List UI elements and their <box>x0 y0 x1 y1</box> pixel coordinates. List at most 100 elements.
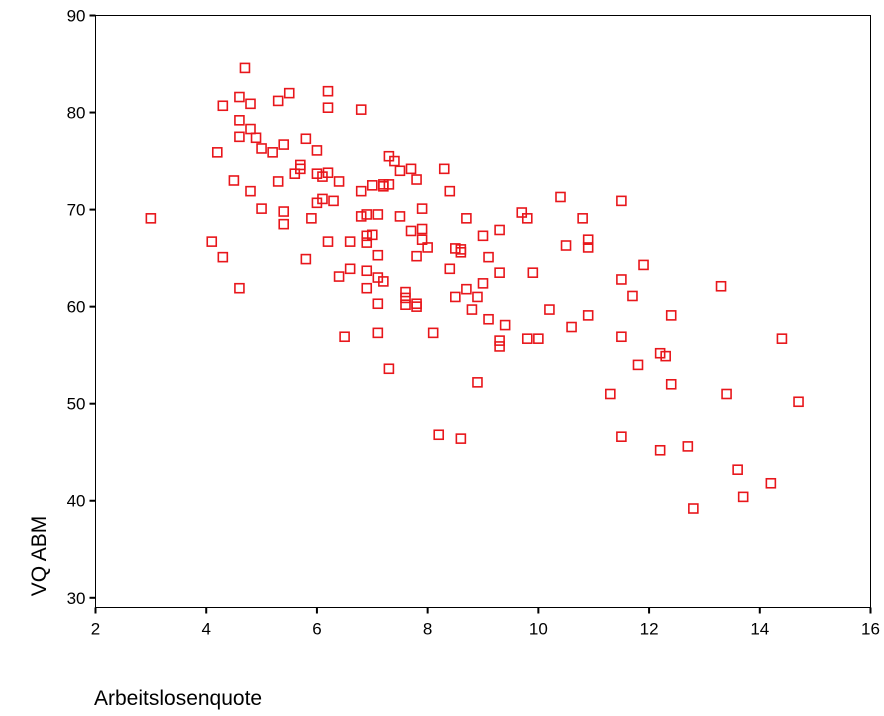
data-point <box>616 431 627 442</box>
y-tick-label: 90 <box>67 7 86 26</box>
data-point <box>355 104 367 115</box>
data-point <box>765 477 777 489</box>
data-point <box>732 464 743 475</box>
data-point <box>533 333 544 344</box>
data-point <box>333 176 345 187</box>
x-axis-ticks: 2 4 6 8 10 12 14 16 <box>91 607 880 639</box>
data-point <box>494 341 505 352</box>
data-point <box>228 175 240 186</box>
data-point <box>372 249 384 261</box>
data-point <box>272 95 284 107</box>
data-points <box>145 62 804 514</box>
data-point <box>521 213 533 224</box>
data-point <box>438 163 450 175</box>
data-point <box>582 234 594 245</box>
data-point <box>483 251 494 263</box>
y-tick-label: 60 <box>67 298 86 317</box>
data-point <box>411 301 422 312</box>
data-point <box>372 209 384 220</box>
data-point <box>499 319 511 331</box>
data-point <box>328 195 339 207</box>
data-point <box>278 206 290 217</box>
data-point <box>472 377 483 388</box>
data-point <box>355 211 367 222</box>
x-tick-label: 16 <box>861 620 880 639</box>
data-point <box>400 292 411 304</box>
data-point <box>422 242 433 253</box>
y-axis-ticks: 30 40 50 60 70 80 90 <box>67 7 96 608</box>
data-point <box>300 133 312 145</box>
data-point <box>466 304 478 315</box>
data-point <box>582 242 594 253</box>
data-point <box>361 230 373 242</box>
data-point <box>333 271 345 282</box>
data-point <box>688 503 699 514</box>
data-point <box>278 139 290 150</box>
data-point <box>654 347 666 359</box>
data-point <box>322 85 334 97</box>
data-point <box>361 282 373 294</box>
data-point <box>494 267 505 278</box>
data-point <box>383 363 395 375</box>
data-point <box>256 203 267 214</box>
data-point <box>411 250 422 262</box>
data-point <box>483 313 494 325</box>
data-point <box>494 224 505 236</box>
data-point <box>638 259 649 271</box>
x-tick-label: 8 <box>423 620 432 639</box>
x-tick-label: 14 <box>750 620 769 639</box>
data-point <box>461 283 472 295</box>
data-point <box>372 298 384 310</box>
x-axis-label: Arbeitslosenquote <box>94 687 262 710</box>
data-point <box>521 333 533 344</box>
data-point <box>793 396 804 408</box>
data-point <box>566 321 577 333</box>
data-point <box>416 234 428 245</box>
data-point <box>616 195 627 207</box>
data-point <box>427 327 439 339</box>
data-point <box>472 291 483 303</box>
data-point <box>555 191 566 203</box>
data-point <box>776 333 788 344</box>
data-point <box>737 491 749 503</box>
data-point <box>361 265 373 277</box>
y-tick-label: 40 <box>67 492 86 511</box>
data-point <box>616 274 627 285</box>
data-point <box>400 299 411 311</box>
data-point <box>234 282 245 294</box>
data-point <box>306 213 317 224</box>
data-point <box>311 168 323 179</box>
data-point <box>455 433 467 444</box>
data-point <box>234 115 245 126</box>
data-point <box>361 209 373 220</box>
data-point <box>627 290 638 302</box>
data-point <box>411 298 422 310</box>
data-point <box>394 165 406 177</box>
data-point <box>416 223 428 235</box>
data-point <box>366 229 378 241</box>
y-axis-label: VQ ABM <box>28 516 51 597</box>
data-point <box>455 247 467 258</box>
data-point <box>250 132 262 144</box>
data-point <box>665 378 677 390</box>
data-point <box>400 286 411 298</box>
data-point <box>444 263 456 275</box>
y-tick-label: 70 <box>67 201 86 220</box>
x-tick-label: 10 <box>529 620 548 639</box>
data-point <box>394 211 406 222</box>
data-point <box>665 310 677 321</box>
data-point <box>366 180 378 191</box>
data-point <box>544 304 555 315</box>
data-point <box>516 207 528 218</box>
data-point <box>477 278 489 289</box>
data-point <box>256 143 267 154</box>
plot-frame <box>95 15 871 608</box>
data-point <box>616 331 627 343</box>
x-tick-label: 2 <box>91 620 100 639</box>
data-point <box>715 280 727 292</box>
data-point <box>361 237 373 248</box>
data-point <box>267 147 278 158</box>
data-point <box>344 263 356 275</box>
data-point <box>660 350 671 362</box>
